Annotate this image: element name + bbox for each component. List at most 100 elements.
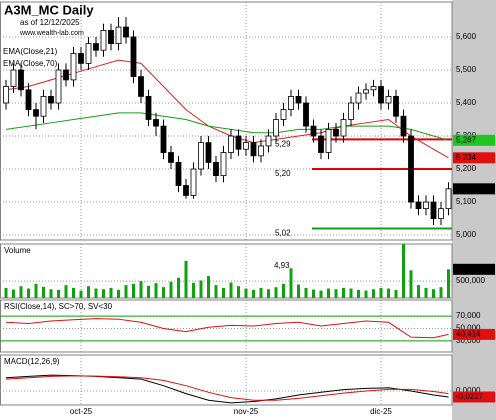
volume-bar [64, 285, 68, 298]
volume-bar [154, 283, 158, 298]
candle-body [370, 86, 377, 91]
candle-body [355, 92, 362, 104]
value-marker [453, 328, 495, 340]
candle-body [55, 69, 62, 104]
panel [0, 354, 453, 406]
value-marker-label: 5,140 [456, 184, 477, 193]
value-marker [453, 263, 495, 275]
volume-bar [439, 287, 443, 298]
value-marker [453, 183, 495, 195]
candle-body [198, 142, 204, 170]
volume-bar [19, 286, 23, 298]
candle-body [70, 53, 77, 81]
candle-body [160, 125, 167, 153]
level-label: 5,02 [275, 229, 291, 238]
ema-line [5, 112, 449, 141]
y-tick-label: 5,600 [456, 32, 477, 41]
volume-bar [169, 281, 173, 298]
volume-bar [432, 289, 435, 298]
value-marker [453, 134, 495, 146]
indicator-line [5, 318, 449, 339]
subtitle: as of 12/12/2025 [20, 18, 80, 27]
candle-body [10, 69, 17, 87]
volume-bar [402, 244, 405, 298]
volume-bar [147, 285, 150, 298]
candle-body [325, 129, 332, 153]
volume-bar [124, 285, 128, 298]
candle-body [18, 69, 24, 91]
candle-body [393, 96, 399, 117]
candle-body [235, 135, 242, 150]
volume-bar [259, 287, 263, 298]
panel [0, 1, 453, 241]
volume-bar [34, 283, 38, 298]
candle-body [130, 36, 137, 78]
volume-bar [27, 288, 30, 298]
level-label: 5,20 [275, 169, 291, 178]
candle-body [78, 53, 84, 64]
panel [0, 243, 453, 299]
candle-body [378, 86, 384, 104]
value-marker-label: -0,0227 [456, 392, 484, 401]
panel-title: RSI(Close,14), SC>70, SV<30 [4, 302, 113, 311]
volume-bar [372, 289, 375, 298]
x-tick-label: nov-25 [234, 407, 259, 416]
axis-column [452, 0, 496, 420]
volume-bar [184, 260, 188, 298]
x-tick-label: oct-25 [70, 407, 93, 416]
candle-body [153, 119, 159, 127]
y-tick-label: 5,200 [456, 164, 477, 173]
volume-bar [229, 282, 233, 298]
volume-bar [319, 290, 323, 298]
volume-bar [162, 287, 165, 298]
volume-bar [289, 268, 293, 298]
candle-body [430, 201, 437, 219]
candle-body [48, 96, 54, 104]
candle-body [400, 115, 407, 137]
volume-bar [282, 283, 285, 298]
value-marker [453, 152, 495, 164]
volume-bar [334, 289, 338, 298]
volume-bar [267, 289, 270, 298]
y-tick-label: 5,100 [456, 197, 477, 206]
candle-body [243, 142, 249, 150]
volume-bar [72, 287, 75, 298]
volume-bar [252, 289, 255, 298]
volume-bar [342, 287, 345, 298]
candle-body [205, 142, 212, 163]
candle-body [123, 26, 129, 38]
value-marker [453, 391, 495, 403]
candle-body [423, 201, 429, 210]
candle-body [63, 69, 69, 81]
candle-body [415, 201, 422, 210]
volume-bar [117, 289, 120, 298]
candle-body [273, 119, 279, 137]
y-tick-label: 5,500 [456, 65, 477, 74]
volume-bar [12, 289, 15, 298]
y-tick-label: 5,400 [456, 98, 477, 107]
candle-body [3, 86, 9, 104]
overlay-label: EMA(Close,21) [3, 47, 58, 56]
candle-body [108, 29, 114, 44]
y-tick-label: 70,000 [456, 311, 481, 320]
volume-bar [49, 289, 53, 298]
candle-body [363, 89, 369, 94]
candle-body [168, 152, 174, 163]
candle-body [228, 135, 234, 153]
volume-bar [304, 287, 308, 298]
volume-bar [424, 287, 428, 298]
volume-bar [379, 287, 383, 298]
volume-bar [312, 289, 315, 298]
volume-bar [394, 289, 398, 298]
volume-bar [327, 288, 330, 298]
candle-body [40, 96, 47, 117]
volume-bar [447, 269, 450, 298]
volume-bar [222, 287, 225, 298]
panel-title: MACD(12,26,9) [4, 357, 60, 366]
value-marker-label: 5,234 [456, 153, 477, 162]
volume-bar [417, 285, 420, 298]
volume-bar [132, 283, 135, 298]
volume-bar [199, 280, 203, 298]
chart-title: A3M_MC Daily [4, 2, 94, 17]
